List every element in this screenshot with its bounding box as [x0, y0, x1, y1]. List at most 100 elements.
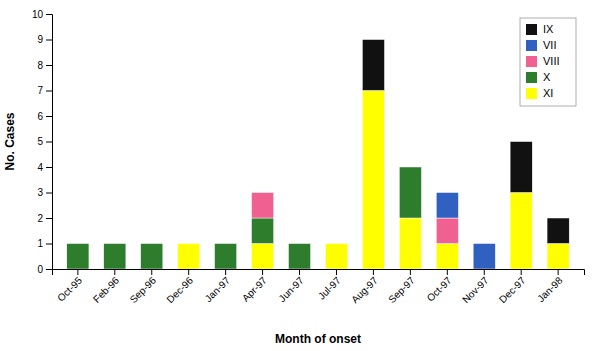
legend-label: VII [543, 39, 556, 51]
bar [362, 40, 384, 91]
legend-item: VII [526, 39, 556, 51]
y-tick: 7 [37, 85, 52, 96]
bar [252, 244, 274, 270]
tick-mark [336, 269, 337, 275]
x-tick: Jan-97 [203, 269, 233, 304]
tick-label: 8 [37, 60, 43, 71]
tick-mark [46, 91, 52, 92]
bar [399, 167, 421, 168]
bar [178, 243, 200, 244]
bar [436, 218, 458, 244]
tick-label: 4 [37, 162, 43, 173]
bar [436, 244, 458, 270]
bar [325, 244, 347, 270]
bar [67, 243, 89, 244]
bar [141, 243, 163, 244]
tick-mark [46, 269, 52, 270]
bar [288, 243, 310, 244]
bar [67, 244, 89, 270]
bar [436, 192, 458, 193]
bar [288, 243, 310, 244]
legend-swatch [526, 24, 537, 35]
bar-series [178, 91, 570, 270]
tick-mark [46, 218, 52, 219]
tick-mark [46, 244, 52, 245]
bar [67, 243, 89, 244]
y-tick: 4 [37, 162, 52, 173]
tick-label: Jan-98 [535, 274, 565, 304]
tick-mark [410, 269, 411, 275]
bar [325, 243, 347, 244]
tick-mark [558, 269, 559, 275]
x-tick: Feb-96 [91, 269, 121, 305]
chart: 012345678910Oct-95Feb-96Sep-96Dec-96Jan-… [0, 0, 600, 351]
x-tick: Sep-96 [128, 269, 159, 305]
bar [215, 243, 237, 244]
tick-label: 9 [37, 34, 43, 45]
tick-label: Jul-97 [316, 274, 343, 301]
x-tick: Aug-97 [349, 269, 380, 305]
x-tick: Nov-97 [460, 269, 491, 305]
x-tick: Jan-98 [535, 269, 565, 304]
x-tick: Apr-97 [240, 269, 269, 304]
bar [399, 218, 421, 269]
tick-mark [484, 269, 485, 275]
bar [325, 243, 347, 244]
bar-series [436, 193, 495, 270]
bar [399, 167, 421, 168]
tick-label: 0 [37, 264, 43, 275]
y-tick: 0 [37, 264, 52, 275]
y-tick: 1 [37, 238, 52, 249]
bar [473, 243, 495, 244]
tick-label: Oct-95 [55, 274, 84, 303]
tick-mark [77, 269, 78, 275]
bar [510, 142, 532, 193]
legend-label: IX [543, 23, 554, 35]
tick-label: Aug-97 [349, 274, 380, 305]
tick-label: Apr-97 [240, 274, 269, 303]
x-tick: Oct-95 [55, 269, 84, 304]
y-axis-title: No. Cases [3, 112, 17, 170]
axis-line [46, 15, 53, 270]
tick-label: Jan-97 [203, 274, 233, 304]
bar [325, 243, 347, 244]
legend-swatch [526, 72, 537, 83]
tick-label: Dec-96 [164, 274, 195, 305]
tick-mark [46, 14, 52, 15]
tick-label: Oct-97 [425, 274, 454, 303]
legend-label: XI [543, 87, 553, 99]
bar [104, 243, 126, 244]
tick-label: Jun-97 [276, 274, 306, 304]
legend-swatch [526, 56, 537, 67]
bar [288, 244, 310, 270]
tick-mark [373, 269, 374, 275]
x-tick: Oct-97 [425, 269, 454, 304]
legend-item: VIII [526, 55, 560, 67]
bar [104, 243, 126, 244]
y-tick: 3 [37, 187, 52, 198]
tick-mark [188, 269, 189, 275]
legend-item: IX [526, 23, 554, 35]
bar [252, 193, 274, 219]
bar [252, 192, 274, 193]
bar [178, 243, 200, 244]
bar [510, 193, 532, 270]
legend-frame [520, 18, 576, 106]
tick-label: 3 [37, 187, 43, 198]
bar [141, 243, 163, 244]
bar [547, 218, 569, 244]
tick-label: 2 [37, 213, 43, 224]
bar [362, 91, 384, 270]
tick-label: Nov-97 [460, 274, 491, 305]
legend-swatch [526, 88, 537, 99]
y-tick: 5 [37, 136, 52, 147]
tick-label: 1 [37, 238, 43, 249]
bars [67, 40, 569, 270]
plot: 012345678910Oct-95Feb-96Sep-96Dec-96Jan-… [32, 9, 585, 306]
legend-label: X [543, 71, 551, 83]
tick-mark [46, 40, 52, 41]
bar [215, 244, 237, 270]
y-tick: 2 [37, 213, 52, 224]
y-tick: 8 [37, 60, 52, 71]
x-axis-title: Month of onset [275, 332, 361, 346]
